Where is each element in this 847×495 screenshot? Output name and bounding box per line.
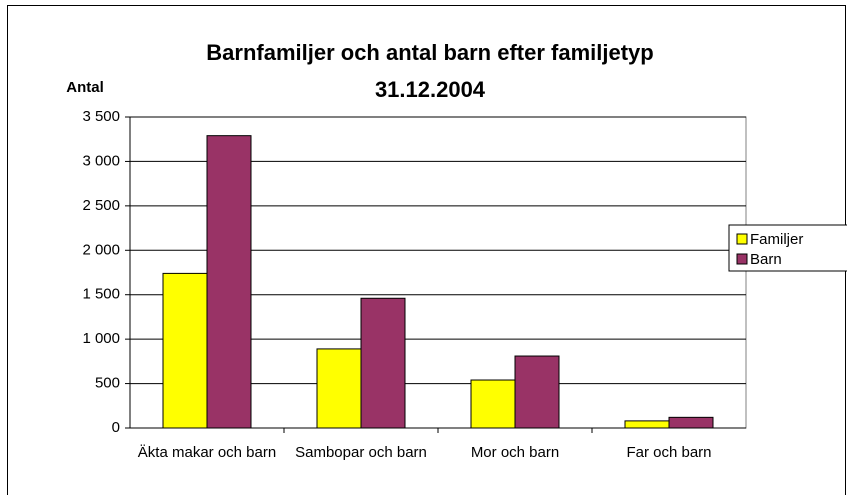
y-tick-label: 2 500 bbox=[82, 197, 120, 214]
legend-label: Barn bbox=[750, 251, 782, 268]
y-tick-label: 2 000 bbox=[82, 241, 120, 258]
y-tick-label: 1 000 bbox=[82, 330, 120, 347]
chart-title: Barnfamiljer och antal barn efter familj… bbox=[206, 40, 654, 102]
x-tick-label: Sambopar och barn bbox=[295, 444, 427, 461]
y-tick-label: 0 bbox=[112, 419, 120, 436]
y-tick-label: 500 bbox=[95, 375, 120, 392]
bar bbox=[514, 355, 560, 429]
bar bbox=[316, 348, 362, 429]
bar bbox=[668, 416, 714, 429]
legend-label: Familjer bbox=[750, 231, 803, 248]
y-tick-label: 1 500 bbox=[82, 286, 120, 303]
bar bbox=[206, 135, 252, 429]
x-tick-label: Äkta makar och barn bbox=[137, 444, 277, 461]
bar bbox=[470, 379, 516, 429]
bar bbox=[162, 272, 208, 429]
legend-swatch bbox=[736, 253, 748, 265]
bar bbox=[360, 297, 406, 429]
legend-box bbox=[728, 224, 847, 272]
x-tick-label: Mor och barn bbox=[470, 444, 560, 461]
y-tick-label: 3 000 bbox=[82, 152, 120, 169]
y-axis-label: Antal bbox=[66, 79, 104, 96]
bar bbox=[624, 420, 670, 429]
legend-swatch bbox=[736, 233, 748, 245]
y-tick-label: 3 500 bbox=[82, 108, 120, 125]
x-tick-label: Far och barn bbox=[626, 444, 712, 461]
